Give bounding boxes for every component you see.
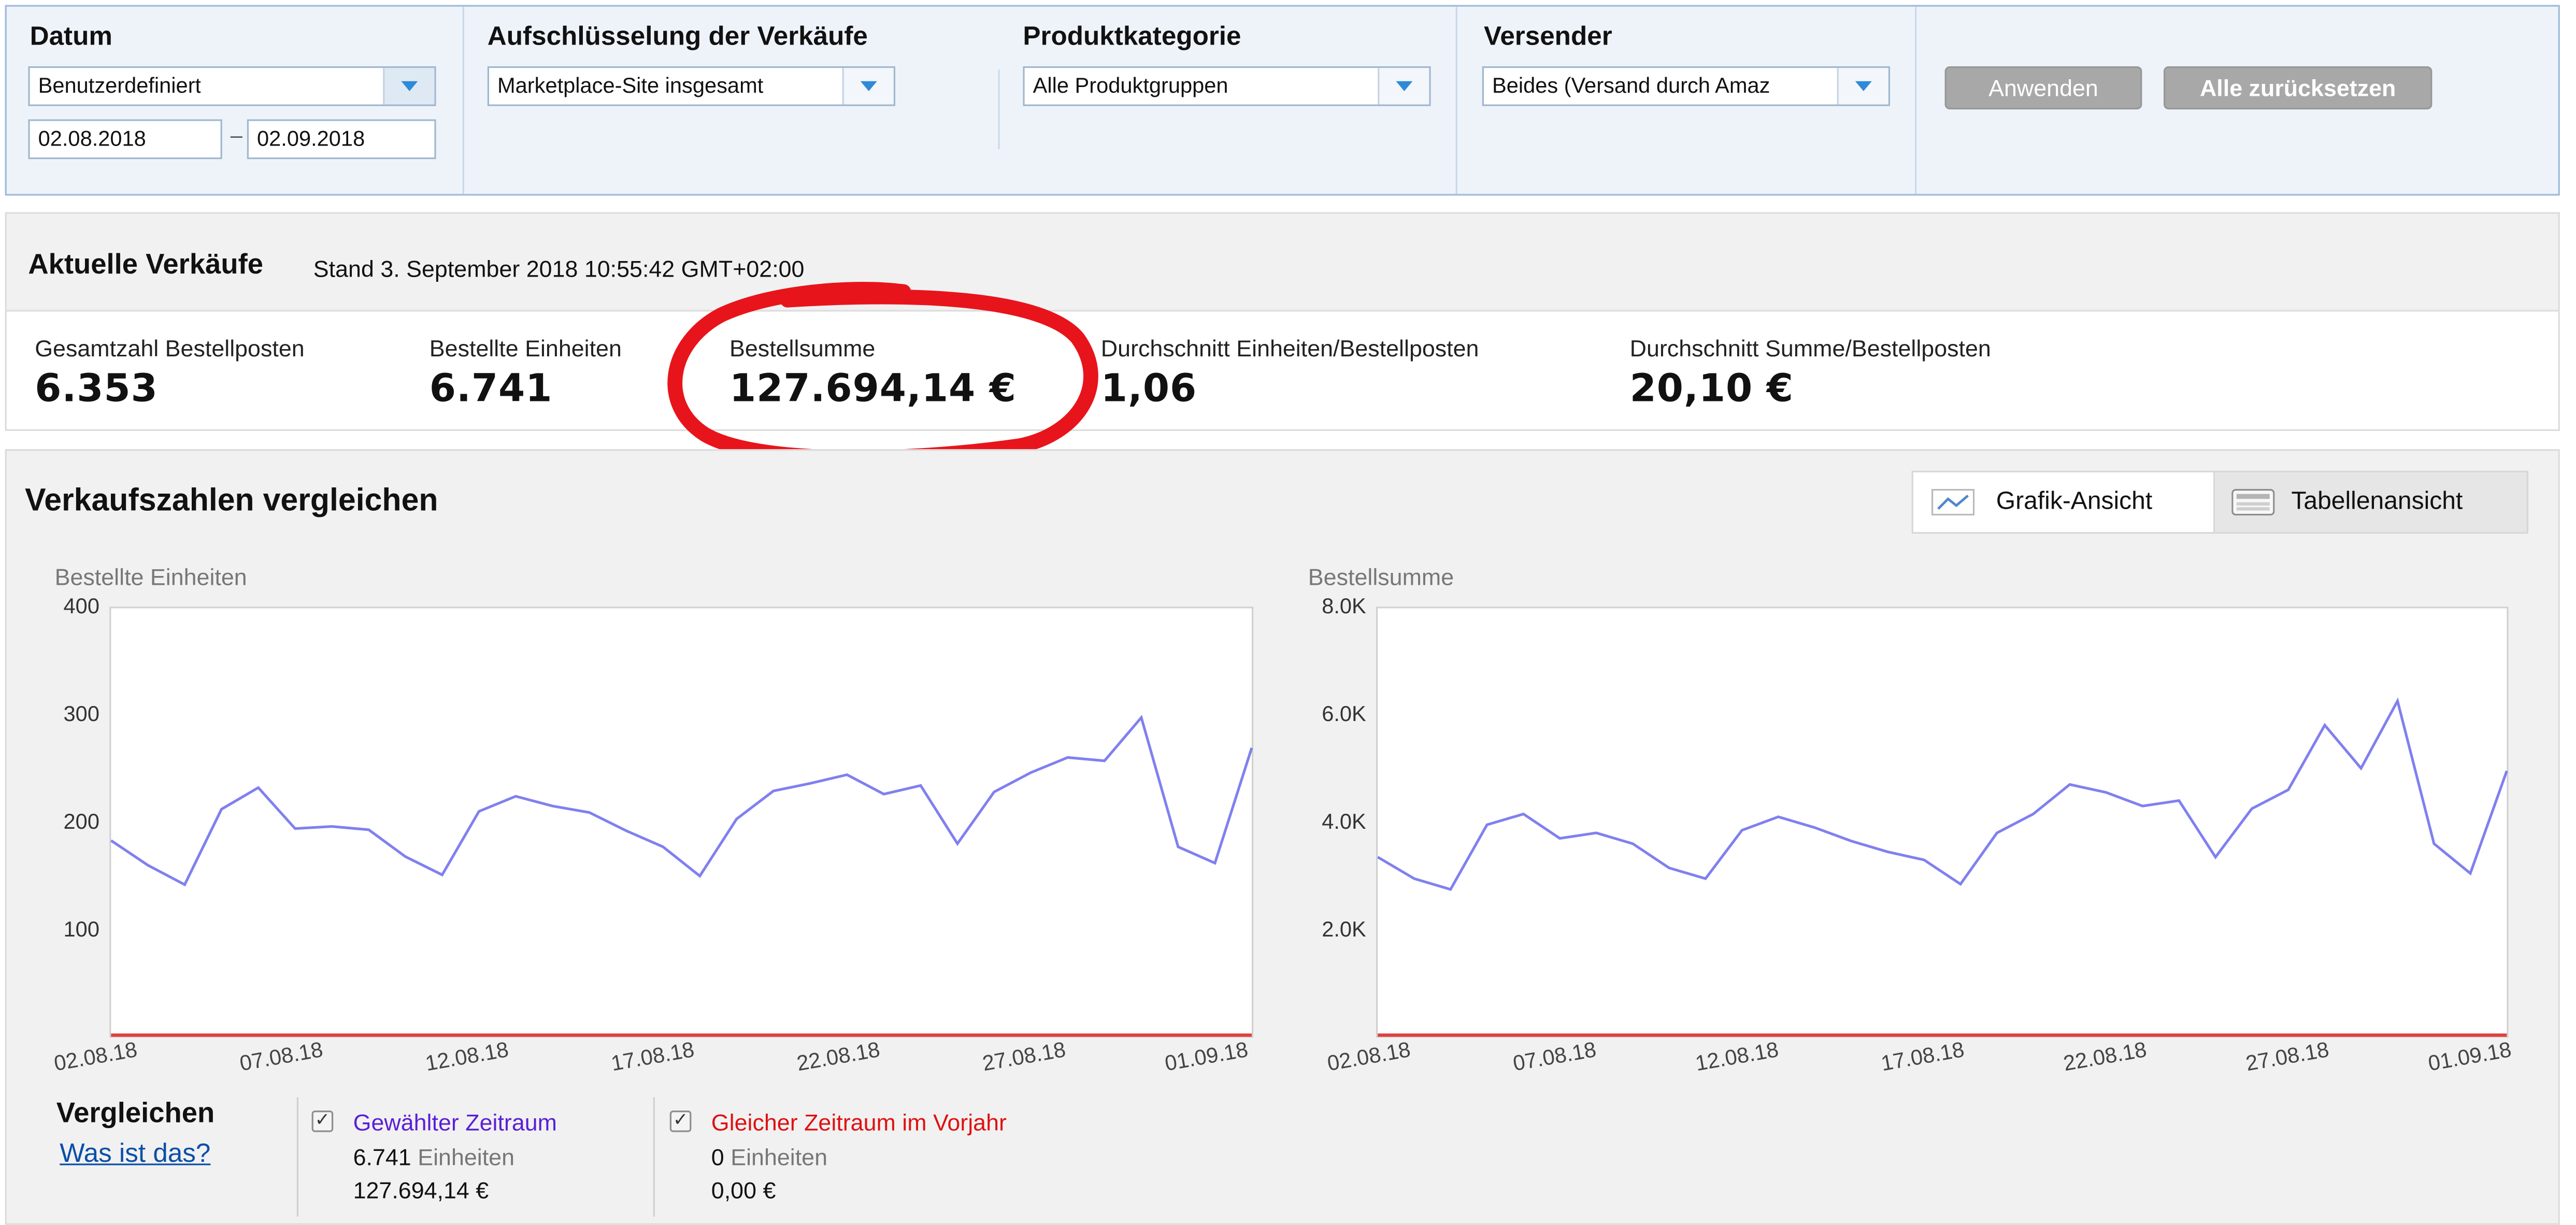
y-tick-label: 4.0K	[1322, 809, 1366, 834]
y-tick-label: 200	[63, 809, 99, 834]
y-tick-label: 2.0K	[1322, 916, 1366, 942]
chart-units-title: Bestellte Einheiten	[54, 564, 247, 590]
previous-year-units: 0 Einheiten	[711, 1144, 827, 1170]
selected-period-units: 6.741 Einheiten	[353, 1144, 514, 1170]
selected-period-label: Gewählter Zeitraum	[353, 1108, 557, 1135]
y-tick-label: 100	[63, 916, 99, 942]
selected-period-units-label: Einheiten	[418, 1144, 515, 1171]
metric-label: Durchschnitt Summe/Bestellposten	[1629, 335, 1991, 362]
metric-avg-units: Durchschnitt Einheiten/Bestellposten 1,0…	[1101, 335, 1479, 411]
chevron-down-icon[interactable]	[383, 68, 435, 105]
metric-label: Durchschnitt Einheiten/Bestellposten	[1100, 335, 1479, 362]
units-line-chart	[109, 607, 1254, 1038]
chevron-down-icon[interactable]	[1378, 68, 1429, 105]
y-tick-label: 300	[63, 701, 99, 726]
versender-select[interactable]: Beides (Versand durch Amaz	[1482, 66, 1890, 106]
filter-aufschluesselung: Aufschlüsselung der Verkäufe Marketplace…	[464, 7, 1000, 194]
chevron-down-icon[interactable]	[842, 68, 894, 105]
highlight-stroke	[667, 282, 1098, 465]
selected-period-checkbox[interactable]: ✓	[311, 1111, 334, 1132]
filter-separator	[1455, 6, 1457, 194]
chart-plot-area	[109, 607, 1254, 1038]
line-chart-icon	[1931, 489, 1975, 516]
metric-total-order-items: Gesamtzahl Bestellposten 6.353	[35, 335, 304, 411]
aufschluesselung-select-value: Marketplace-Site insgesamt	[497, 73, 764, 98]
compare-title: Verkaufszahlen vergleichen	[25, 484, 438, 519]
date-separator: –	[230, 122, 242, 148]
series-line-selected-period	[1377, 697, 2508, 891]
what-is-this-link[interactable]: Was ist das?	[60, 1140, 211, 1169]
legend-separator	[296, 1097, 298, 1217]
chart-plot-area	[1376, 607, 2509, 1038]
aufschluesselung-select[interactable]: Marketplace-Site insgesamt	[487, 66, 895, 106]
keyboard-table-icon	[2231, 489, 2275, 516]
metric-label: Gesamtzahl Bestellposten	[35, 335, 305, 362]
graph-view-button[interactable]: Grafik-Ansicht	[1911, 470, 2215, 534]
table-view-button[interactable]: Tabellenansicht	[2215, 470, 2528, 534]
metric-avg-sum: Durchschnitt Summe/Bestellposten 20,10 €	[1630, 335, 1991, 411]
metric-label: Bestellsumme	[729, 335, 876, 362]
metric-order-sum: Bestellsumme 127.694,14 €	[729, 335, 1017, 411]
sum-line-chart	[1376, 607, 2509, 1038]
produktkategorie-label: Produktkategorie	[1023, 23, 1241, 52]
previous-year-sum: 0,00 €	[711, 1177, 776, 1204]
produktkategorie-select[interactable]: Alle Produktgruppen	[1023, 66, 1431, 106]
produktkategorie-select-value: Alle Produktgruppen	[1033, 73, 1228, 98]
datum-select-value: Benutzerdefiniert	[38, 73, 202, 98]
metric-value: 20,10 €	[1629, 368, 1794, 411]
filter-separator	[1915, 6, 1917, 194]
datum-select[interactable]: Benutzerdefiniert	[28, 66, 436, 106]
filter-separator	[998, 69, 1000, 149]
metric-value: 6.741	[429, 368, 553, 411]
datum-label: Datum	[30, 23, 112, 52]
metric-value: 127.694,14 €	[729, 368, 1017, 411]
current-sales-title: Aktuelle Verkäufe	[28, 249, 264, 280]
previous-year-label: Gleicher Zeitraum im Vorjahr	[711, 1108, 1007, 1135]
filter-panel: Datum Benutzerdefiniert 02.08.2018 – 02.…	[5, 5, 2560, 196]
filter-versender: Versender Beides (Versand durch Amaz	[1457, 7, 1915, 194]
metric-value: 6.353	[35, 368, 158, 411]
graph-view-label: Grafik-Ansicht	[1996, 487, 2153, 516]
chevron-down-icon[interactable]	[1837, 68, 1888, 105]
previous-year-checkbox[interactable]: ✓	[669, 1111, 692, 1132]
series-line-selected-period	[110, 714, 1253, 887]
metric-ordered-units: Bestellte Einheiten 6.741	[430, 335, 622, 411]
previous-year-units-value: 0	[711, 1144, 724, 1171]
filter-produktkategorie: Produktkategorie Alle Produktgruppen	[1000, 7, 1457, 194]
y-tick-label: 6.0K	[1322, 701, 1366, 726]
metric-label: Bestellte Einheiten	[429, 335, 622, 362]
chart-sum-title: Bestellsumme	[1308, 564, 1454, 590]
current-sales-header: Aktuelle Verkäufe Stand 3. September 201…	[5, 212, 2560, 312]
selected-period-sum: 127.694,14 €	[353, 1177, 489, 1204]
previous-year-units-label: Einheiten	[731, 1144, 828, 1171]
date-from-input[interactable]: 02.08.2018	[28, 119, 222, 160]
selected-period-units-value: 6.741	[353, 1144, 411, 1171]
reset-all-button[interactable]: Alle zurücksetzen	[2164, 66, 2432, 110]
metrics-row: Gesamtzahl Bestellposten 6.353 Bestellte…	[5, 311, 2560, 431]
metric-value: 1,06	[1100, 368, 1197, 411]
apply-button[interactable]: Anwenden	[1944, 66, 2142, 110]
legend-separator	[653, 1097, 655, 1217]
compare-label: Vergleichen	[56, 1097, 215, 1129]
current-sales-timestamp: Stand 3. September 2018 10:55:42 GMT+02:…	[313, 255, 805, 282]
filter-datum: Datum Benutzerdefiniert 02.08.2018 – 02.…	[7, 7, 464, 194]
y-tick-label: 8.0K	[1322, 593, 1366, 618]
date-to-input[interactable]: 02.09.2018	[247, 119, 436, 160]
versender-label: Versender	[1484, 23, 1612, 52]
versender-select-value: Beides (Versand durch Amaz	[1492, 73, 1770, 98]
table-view-label: Tabellenansicht	[2291, 487, 2463, 516]
y-tick-label: 400	[63, 593, 99, 618]
aufschluesselung-label: Aufschlüsselung der Verkäufe	[487, 23, 868, 52]
filter-separator	[462, 6, 464, 194]
